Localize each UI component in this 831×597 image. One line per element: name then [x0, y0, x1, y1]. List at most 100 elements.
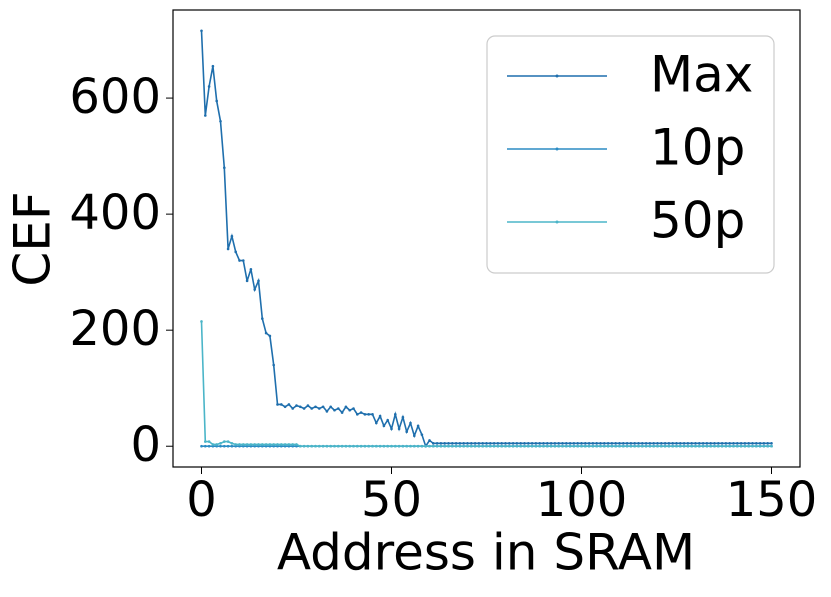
point	[496, 442, 500, 445]
point	[473, 442, 477, 445]
point	[599, 442, 602, 445]
point	[736, 442, 739, 445]
point	[648, 444, 652, 448]
point	[717, 444, 720, 448]
point	[568, 442, 572, 445]
point	[375, 421, 378, 425]
point	[382, 444, 386, 448]
point	[511, 442, 515, 445]
point	[367, 413, 371, 416]
point	[219, 119, 222, 123]
point	[652, 444, 655, 448]
point	[492, 444, 496, 448]
point	[720, 444, 724, 448]
point	[367, 444, 371, 448]
legend: Max 10p 50p	[486, 35, 775, 274]
point	[561, 444, 564, 448]
series	[200, 29, 773, 449]
point	[325, 444, 329, 448]
point	[637, 442, 640, 445]
point	[671, 442, 674, 445]
y-tick-label: 600	[69, 69, 161, 125]
point	[644, 442, 648, 445]
point	[511, 444, 515, 448]
point	[690, 444, 693, 448]
point	[705, 444, 709, 448]
point	[394, 413, 397, 416]
point	[561, 442, 564, 445]
point	[432, 444, 435, 448]
point	[458, 444, 462, 448]
point	[739, 444, 743, 448]
point	[705, 442, 709, 445]
point	[238, 443, 241, 446]
point	[257, 443, 260, 446]
point	[466, 444, 469, 448]
point	[766, 442, 769, 445]
point	[580, 444, 583, 448]
point	[686, 444, 690, 448]
point	[736, 444, 739, 448]
point	[200, 320, 203, 323]
point	[515, 442, 519, 445]
point	[356, 413, 359, 416]
point	[625, 444, 629, 448]
point	[318, 407, 321, 410]
point	[413, 434, 416, 438]
point	[477, 444, 481, 448]
point	[371, 413, 374, 416]
point	[321, 405, 325, 409]
point	[743, 442, 747, 445]
point	[751, 442, 754, 445]
legend-label: 10p	[650, 119, 745, 177]
point	[530, 442, 534, 445]
point	[758, 444, 762, 448]
point	[283, 443, 287, 446]
point	[675, 442, 678, 445]
point	[215, 99, 218, 103]
point	[500, 444, 504, 448]
point	[230, 444, 234, 448]
point	[534, 444, 538, 448]
point	[280, 443, 283, 446]
x-axis-label: Address in SRAM	[277, 524, 695, 582]
point	[546, 442, 549, 445]
point	[713, 442, 716, 445]
point	[663, 442, 667, 445]
point	[249, 267, 253, 271]
point	[709, 444, 712, 448]
point	[610, 444, 614, 448]
point	[584, 444, 587, 448]
point	[439, 444, 443, 448]
point	[637, 444, 640, 448]
point	[755, 442, 758, 445]
legend-marker	[555, 74, 559, 78]
point	[698, 442, 701, 445]
point	[557, 444, 560, 448]
point	[207, 444, 211, 448]
point	[428, 439, 431, 442]
plot-frame	[172, 9, 801, 468]
point	[219, 442, 222, 445]
point	[591, 444, 595, 448]
point	[739, 442, 743, 445]
point	[397, 444, 401, 448]
point	[299, 405, 302, 409]
point	[344, 405, 348, 409]
point	[359, 411, 363, 414]
point	[276, 443, 279, 446]
point	[295, 404, 298, 407]
point	[580, 442, 583, 445]
point	[644, 444, 648, 448]
point	[747, 444, 750, 448]
point	[249, 443, 253, 446]
point	[207, 85, 211, 88]
x-tick-label: 50	[361, 472, 422, 528]
x-tick-label: 100	[536, 472, 628, 528]
point	[641, 442, 644, 445]
point	[409, 421, 412, 425]
point	[527, 444, 530, 448]
y-tick-label: 200	[69, 301, 161, 357]
point	[405, 444, 409, 448]
